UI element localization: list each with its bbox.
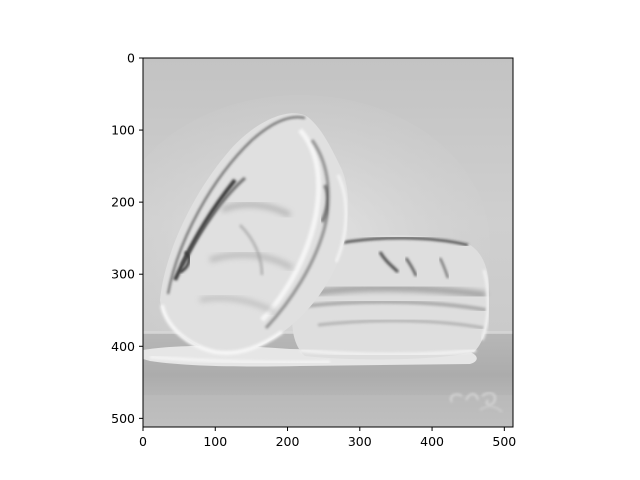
y-axis: 0 100 200 300 400 500 (111, 51, 143, 426)
x-axis: 0 100 200 300 400 500 (139, 427, 516, 449)
artist-signature (450, 392, 503, 413)
y-tick-label: 0 (127, 51, 135, 66)
macaron-left (160, 113, 349, 355)
y-tick-label: 200 (111, 195, 135, 210)
y-tick-label: 100 (111, 123, 135, 138)
y-tick-label: 400 (111, 339, 135, 354)
photo-image (143, 58, 513, 427)
axes-frame (142, 57, 514, 428)
x-tick-label: 500 (492, 434, 516, 449)
x-tick-label: 400 (420, 434, 444, 449)
x-tick-label: 200 (276, 434, 300, 449)
macaron-right (292, 235, 490, 360)
x-tick-label: 0 (139, 434, 147, 449)
x-tick-label: 300 (348, 434, 372, 449)
x-tick-label: 100 (203, 434, 227, 449)
y-tick-label: 300 (111, 267, 135, 282)
y-tick-label: 500 (111, 411, 135, 426)
